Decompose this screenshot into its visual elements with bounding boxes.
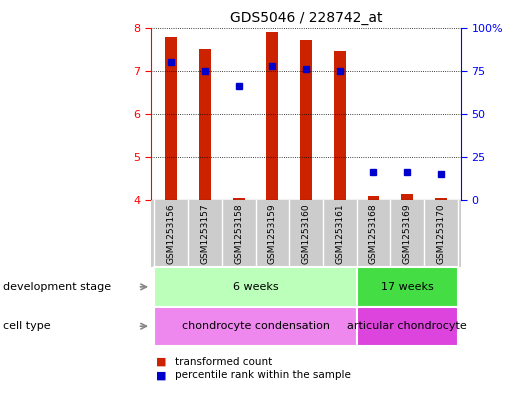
- Text: development stage: development stage: [3, 282, 111, 292]
- Bar: [233, 198, 244, 200]
- Text: 17 weeks: 17 weeks: [381, 282, 434, 292]
- Bar: [334, 51, 346, 200]
- Text: cell type: cell type: [3, 321, 50, 331]
- Text: articular chondrocyte: articular chondrocyte: [347, 321, 467, 331]
- Text: GSM1253160: GSM1253160: [302, 204, 311, 264]
- Bar: [435, 198, 447, 200]
- Text: GSM1253158: GSM1253158: [234, 204, 243, 264]
- Text: GSM1253157: GSM1253157: [200, 204, 209, 264]
- Bar: [357, 307, 458, 346]
- Bar: [368, 196, 379, 200]
- Text: ■: ■: [156, 356, 167, 367]
- Bar: [154, 307, 357, 346]
- Bar: [357, 267, 458, 307]
- Text: GSM1253156: GSM1253156: [167, 204, 176, 264]
- Text: ■: ■: [156, 370, 167, 380]
- Text: GSM1253161: GSM1253161: [335, 204, 344, 264]
- Text: GSM1253159: GSM1253159: [268, 204, 277, 264]
- Text: chondrocyte condensation: chondrocyte condensation: [181, 321, 330, 331]
- Bar: [401, 194, 413, 200]
- Bar: [165, 37, 177, 200]
- Bar: [154, 267, 357, 307]
- Text: percentile rank within the sample: percentile rank within the sample: [175, 370, 351, 380]
- Text: GSM1253170: GSM1253170: [436, 204, 445, 264]
- Bar: [300, 40, 312, 200]
- Bar: [199, 49, 211, 200]
- Text: GSM1253168: GSM1253168: [369, 204, 378, 264]
- Bar: [267, 32, 278, 200]
- Text: GSM1253169: GSM1253169: [403, 204, 412, 264]
- Text: 6 weeks: 6 weeks: [233, 282, 278, 292]
- Title: GDS5046 / 228742_at: GDS5046 / 228742_at: [230, 11, 382, 25]
- Text: transformed count: transformed count: [175, 356, 272, 367]
